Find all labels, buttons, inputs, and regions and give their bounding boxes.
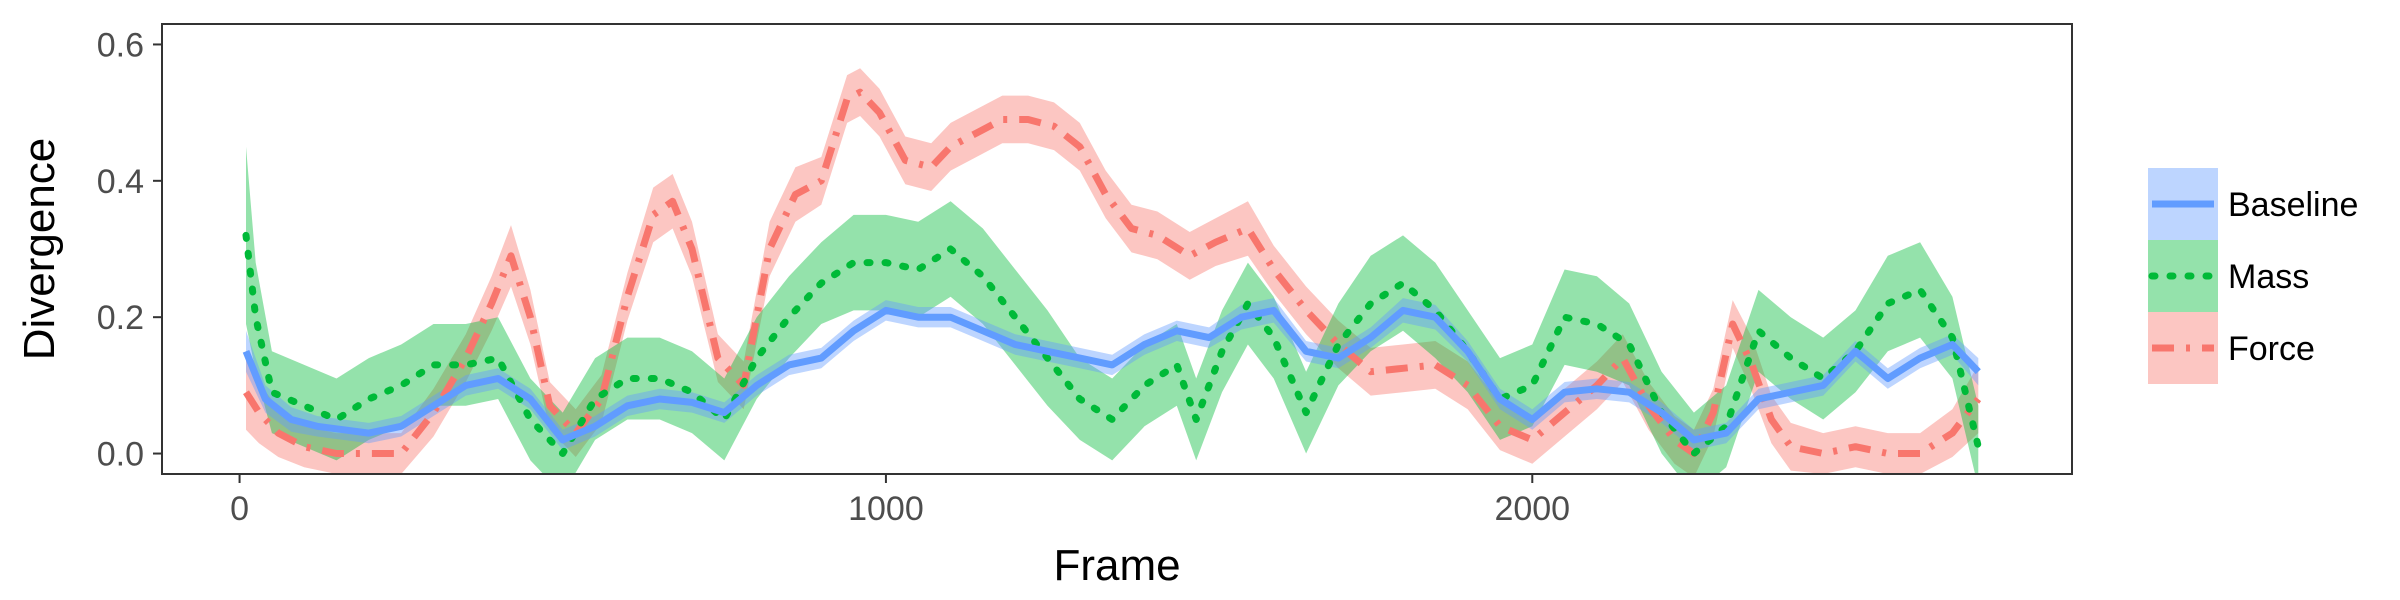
y-tick-label: 0.6 [97,26,144,64]
y-tick-label: 0.2 [97,299,144,337]
x-tick-label: 1000 [848,490,924,528]
panel-border [161,23,2073,475]
y-axis: 0.0 0.2 0.4 0.6 [97,26,162,474]
panel-background [162,24,2072,474]
legend-item-baseline: Baseline [2148,168,2358,240]
legend-label: Force [2228,330,2315,368]
x-axis-title: Frame [1053,541,1180,590]
y-tick-label: 0.0 [97,436,144,474]
line-mass [242,231,1982,457]
y-axis-title: Divergence [15,138,64,361]
legend-label: Mass [2228,258,2309,296]
series-lines [242,88,1982,457]
x-axis: 0 1000 2000 [230,474,1570,528]
x-tick-label: 2000 [1494,490,1570,528]
line-baseline [242,306,1981,444]
legend-item-force: Force [2148,312,2315,384]
y-tick-label: 0.4 [97,163,144,201]
legend: Baseline Mass Force [2148,168,2358,384]
legend-item-mass: Mass [2148,240,2309,312]
band-mass [246,146,1979,474]
legend-label: Baseline [2228,186,2358,224]
x-tick-label: 0 [230,490,249,528]
